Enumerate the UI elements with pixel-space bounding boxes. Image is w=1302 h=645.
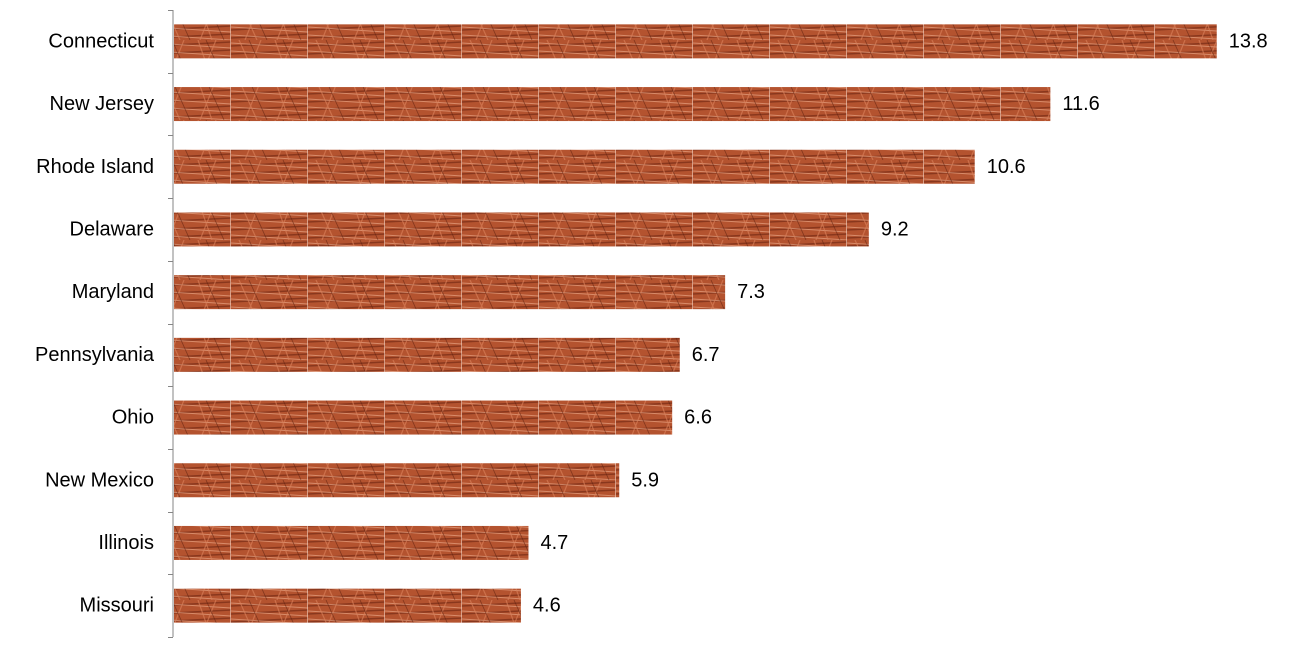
bar [174,400,673,435]
bars-layer [174,24,1217,623]
bar [174,275,726,310]
category-label: New Mexico [45,469,154,491]
category-label: Connecticut [48,30,154,52]
axis-layer [168,10,174,638]
value-label: 6.6 [684,407,712,429]
category-label: Illinois [98,532,154,554]
labels-layer: Connecticut 13.8 New Jersey 11.6 Rhode Islan… [35,30,1268,616]
bar [174,588,521,623]
value-label: 4.6 [533,595,561,617]
category-label: Maryland [72,281,154,303]
value-label: 10.6 [987,156,1026,178]
value-label: 11.6 [1062,93,1099,115]
bar [174,87,1051,122]
bar [174,463,620,498]
value-label: 4.7 [540,532,568,554]
value-label: 9.2 [881,218,909,240]
value-label: 5.9 [631,469,659,491]
bar [174,24,1217,59]
bar [174,525,529,560]
category-label: New Jersey [50,93,154,115]
bar [174,212,869,247]
category-label: Rhode Island [36,156,154,178]
bar [174,149,975,184]
category-label: Ohio [112,407,154,429]
category-label: Missouri [80,595,154,617]
value-label: 7.3 [737,281,765,303]
value-label: 13.8 [1229,30,1268,52]
category-label: Delaware [70,218,154,240]
value-label: 6.7 [692,344,720,366]
category-label: Pennsylvania [35,344,155,366]
bar [174,337,680,372]
